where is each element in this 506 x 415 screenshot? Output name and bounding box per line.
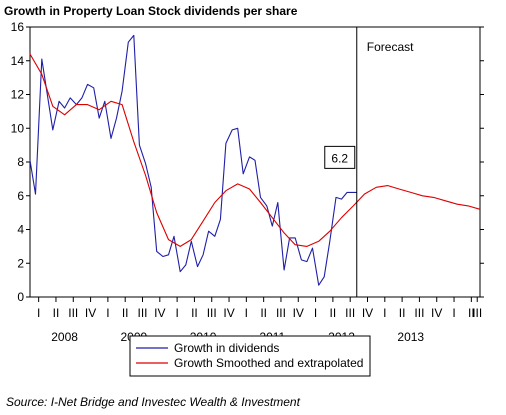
x-year-label: 2008: [51, 330, 78, 344]
x-quarter-label: III: [137, 306, 147, 320]
series-line-smoothed: [29, 53, 481, 247]
x-quarter-label: I: [106, 306, 109, 320]
x-quarter-label: IV: [431, 306, 442, 320]
x-quarter-label: III: [68, 306, 78, 320]
y-tick-label: 0: [17, 290, 24, 304]
x-year-label: 2013: [397, 330, 424, 344]
y-tick-label: 16: [11, 20, 25, 34]
forecast-label: Forecast: [367, 40, 414, 54]
x-quarter-label: I: [452, 306, 455, 320]
annotation-box: [324, 145, 356, 169]
x-quarter-label: II: [260, 306, 267, 320]
y-tick-label: 8: [17, 155, 24, 169]
x-quarter-label: IV: [223, 306, 234, 320]
x-quarter-label: III: [276, 306, 286, 320]
x-quarter-label: IV: [293, 306, 304, 320]
x-quarter-label: III: [207, 306, 217, 320]
series-line-dividends: [29, 34, 357, 286]
y-tick-label: 14: [11, 54, 25, 68]
x-quarter-label: II: [399, 306, 406, 320]
x-quarter-label: II: [330, 306, 337, 320]
series-layer: [29, 34, 481, 286]
x-quarter-label: I: [245, 306, 248, 320]
y-tick-label: 6: [17, 189, 24, 203]
x-quarter-label: IV: [362, 306, 373, 320]
x-quarter-label: II: [122, 306, 129, 320]
x-quarter-label: I: [175, 306, 178, 320]
y-tick-label: 4: [17, 223, 24, 237]
y-tick-label: 12: [11, 88, 25, 102]
y-tick-label: 10: [11, 121, 25, 135]
x-quarter-label: IV: [85, 306, 96, 320]
x-quarter-label: III: [414, 306, 424, 320]
x-quarter-label: II: [53, 306, 60, 320]
x-quarter-label: IV: [154, 306, 165, 320]
x-quarter-label: II: [191, 306, 198, 320]
x-quarter-label: III: [472, 306, 482, 320]
source-note: Source: I-Net Bridge and Investec Wealth…: [6, 395, 300, 409]
annotation-layer: Forecast 6.2: [324, 27, 414, 297]
y-tick-label: 2: [17, 256, 24, 270]
legend-label: Growth Smoothed and extrapolated: [174, 356, 363, 370]
legend-box: [129, 335, 371, 377]
legend-label: Growth in dividends: [174, 341, 279, 355]
x-quarter-label: I: [383, 306, 386, 320]
x-quarter-label: III: [345, 306, 355, 320]
x-quarter-label: II: [468, 306, 475, 320]
chart-title: Growth in Property Loan Stock dividends …: [4, 4, 298, 18]
x-quarter-label: I: [37, 306, 40, 320]
annotation-value: 6.2: [331, 151, 348, 165]
x-quarter-label: I: [314, 306, 317, 320]
